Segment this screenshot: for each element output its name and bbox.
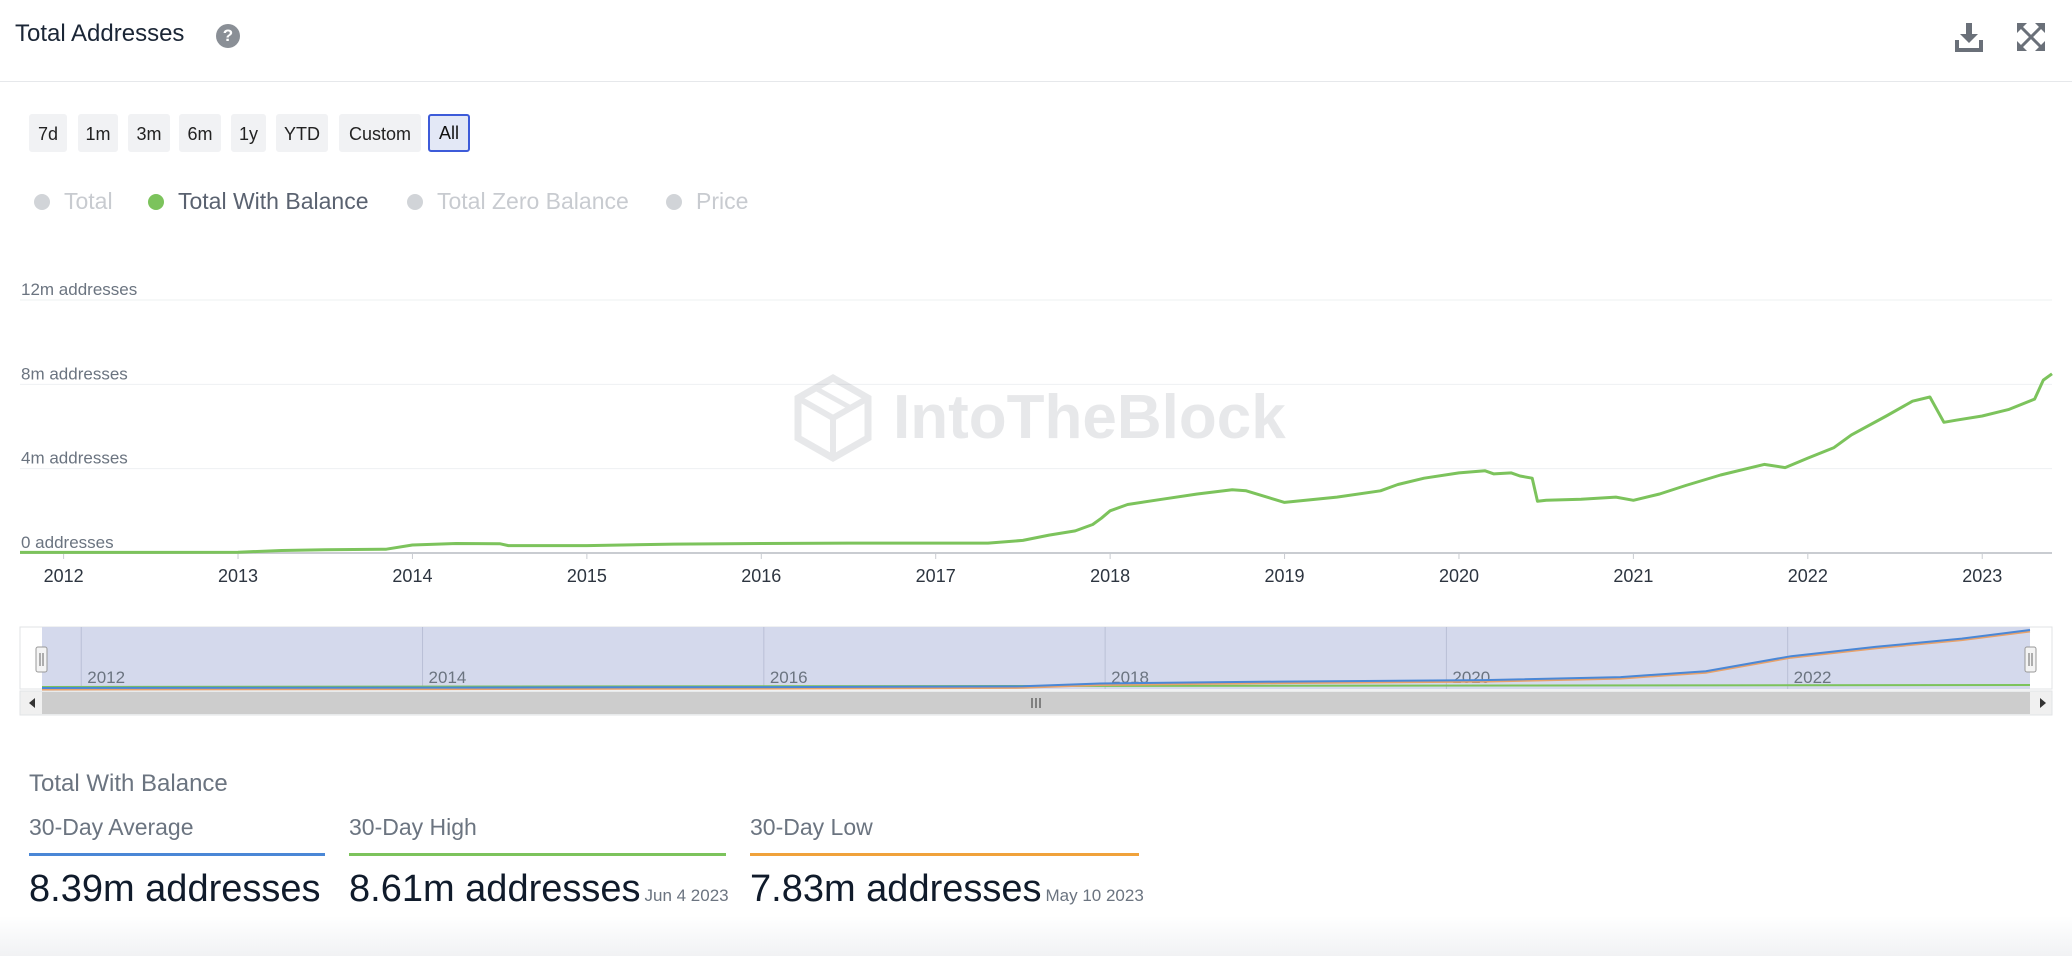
x-tick-label: 2019 [1265, 566, 1305, 586]
stat-date-low: May 10 2023 [1045, 886, 1144, 905]
navigator-grid: 2012 2014 2016 2018 2020 2022 [80, 627, 1832, 689]
stat-label-low: 30-Day Low [750, 814, 873, 840]
stat-value-high: 8.61m addresses Jun 4 2023 [349, 868, 729, 910]
watermark-text: IntoTheBlock [893, 383, 1286, 452]
x-tick-label: 2017 [916, 566, 956, 586]
range-button-custom[interactable]: Custom [339, 114, 421, 152]
y-axis: 0 addresses 4m addresses 8m addresses 12m a… [21, 280, 137, 552]
watermark: IntoTheBlock [794, 373, 1286, 463]
range-button-7d[interactable]: 7d [29, 114, 67, 152]
question-circle-icon[interactable]: ? [216, 24, 240, 48]
scroll-right-arrow-icon[interactable] [2040, 698, 2046, 708]
scroll-left-arrow-icon[interactable] [29, 698, 35, 708]
navigator-series-blue [41, 629, 2031, 689]
navigator-year-label: 2012 [87, 668, 125, 687]
legend-dot-icon [666, 194, 682, 210]
range-button-1m[interactable]: 1m [78, 114, 118, 152]
main-chart[interactable]: IntoTheBlock 0 addresses 4m addresses 8m a… [0, 260, 2072, 590]
series-line-total-with-balance[interactable] [20, 372, 2053, 554]
navigator-series-orange [41, 630, 2031, 691]
y-tick-label: 4m addresses [21, 449, 128, 468]
legend-dot-icon [148, 194, 164, 210]
legend-item-total[interactable]: Total [34, 188, 113, 215]
stat-date-high: Jun 4 2023 [644, 886, 729, 905]
legend-dot-icon [407, 194, 423, 210]
y-tick-label: 12m addresses [21, 280, 137, 299]
navigator-left-handle[interactable] [35, 646, 48, 673]
range-button-1y[interactable]: 1y [231, 114, 266, 152]
legend-dot-icon [34, 194, 50, 210]
navigator-year-label: 2014 [429, 668, 467, 687]
x-tick-label: 2022 [1788, 566, 1828, 586]
x-axis: 2012 2013 2014 2015 2016 2017 2018 2019 2020 2021… [44, 553, 2002, 586]
navigator-year-label: 2020 [1452, 668, 1490, 687]
download-icon[interactable] [1952, 20, 1986, 54]
navigator-right-handle[interactable] [2024, 646, 2037, 673]
y-tick-label: 8m addresses [21, 364, 128, 383]
gridlines [20, 299, 2052, 554]
legend-item-total-with-balance[interactable]: Total With Balance [148, 188, 368, 215]
navigator-selection[interactable] [42, 627, 2030, 689]
x-tick-label: 2014 [392, 566, 432, 586]
stat-underline-low [750, 853, 1139, 856]
range-button-all[interactable]: All [428, 114, 470, 152]
stat-value-average: 8.39m addresses [29, 868, 321, 910]
range-button-3m[interactable]: 3m [128, 114, 170, 152]
expand-icon[interactable] [2014, 20, 2048, 54]
stats-title: Total With Balance [29, 770, 228, 797]
navigator-year-label: 2016 [770, 668, 808, 687]
range-button-ytd[interactable]: YTD [276, 114, 328, 152]
x-tick-label: 2015 [567, 566, 607, 586]
range-button-6m[interactable]: 6m [179, 114, 221, 152]
x-tick-label: 2018 [1090, 566, 1130, 586]
navigator[interactable]: 2012 2014 2016 2018 2020 2022 [0, 626, 2072, 718]
stat-label-average: 30-Day Average [29, 814, 194, 840]
x-tick-label: 2013 [218, 566, 258, 586]
x-tick-label: 2021 [1613, 566, 1653, 586]
stat-label-high: 30-Day High [349, 814, 477, 840]
scrollbar-grip-icon [1031, 698, 1041, 708]
bottom-fade [0, 916, 2072, 956]
stat-value-low: 7.83m addresses May 10 2023 [750, 868, 1144, 910]
navigator-year-label: 2022 [1794, 668, 1832, 687]
stat-underline-average [29, 853, 325, 856]
x-tick-label: 2023 [1962, 566, 2002, 586]
chart-title: Total Addresses [15, 20, 185, 47]
legend-item-total-zero-balance[interactable]: Total Zero Balance [407, 188, 629, 215]
stat-underline-high [349, 853, 726, 856]
navigator-scrollbar[interactable] [19, 690, 2053, 716]
x-tick-label: 2016 [741, 566, 781, 586]
legend-item-price[interactable]: Price [666, 188, 748, 215]
chart-header: Total Addresses ? [0, 0, 2072, 82]
y-tick-label: 0 addresses [21, 533, 114, 552]
x-tick-label: 2020 [1439, 566, 1479, 586]
x-tick-label: 2012 [44, 566, 84, 586]
